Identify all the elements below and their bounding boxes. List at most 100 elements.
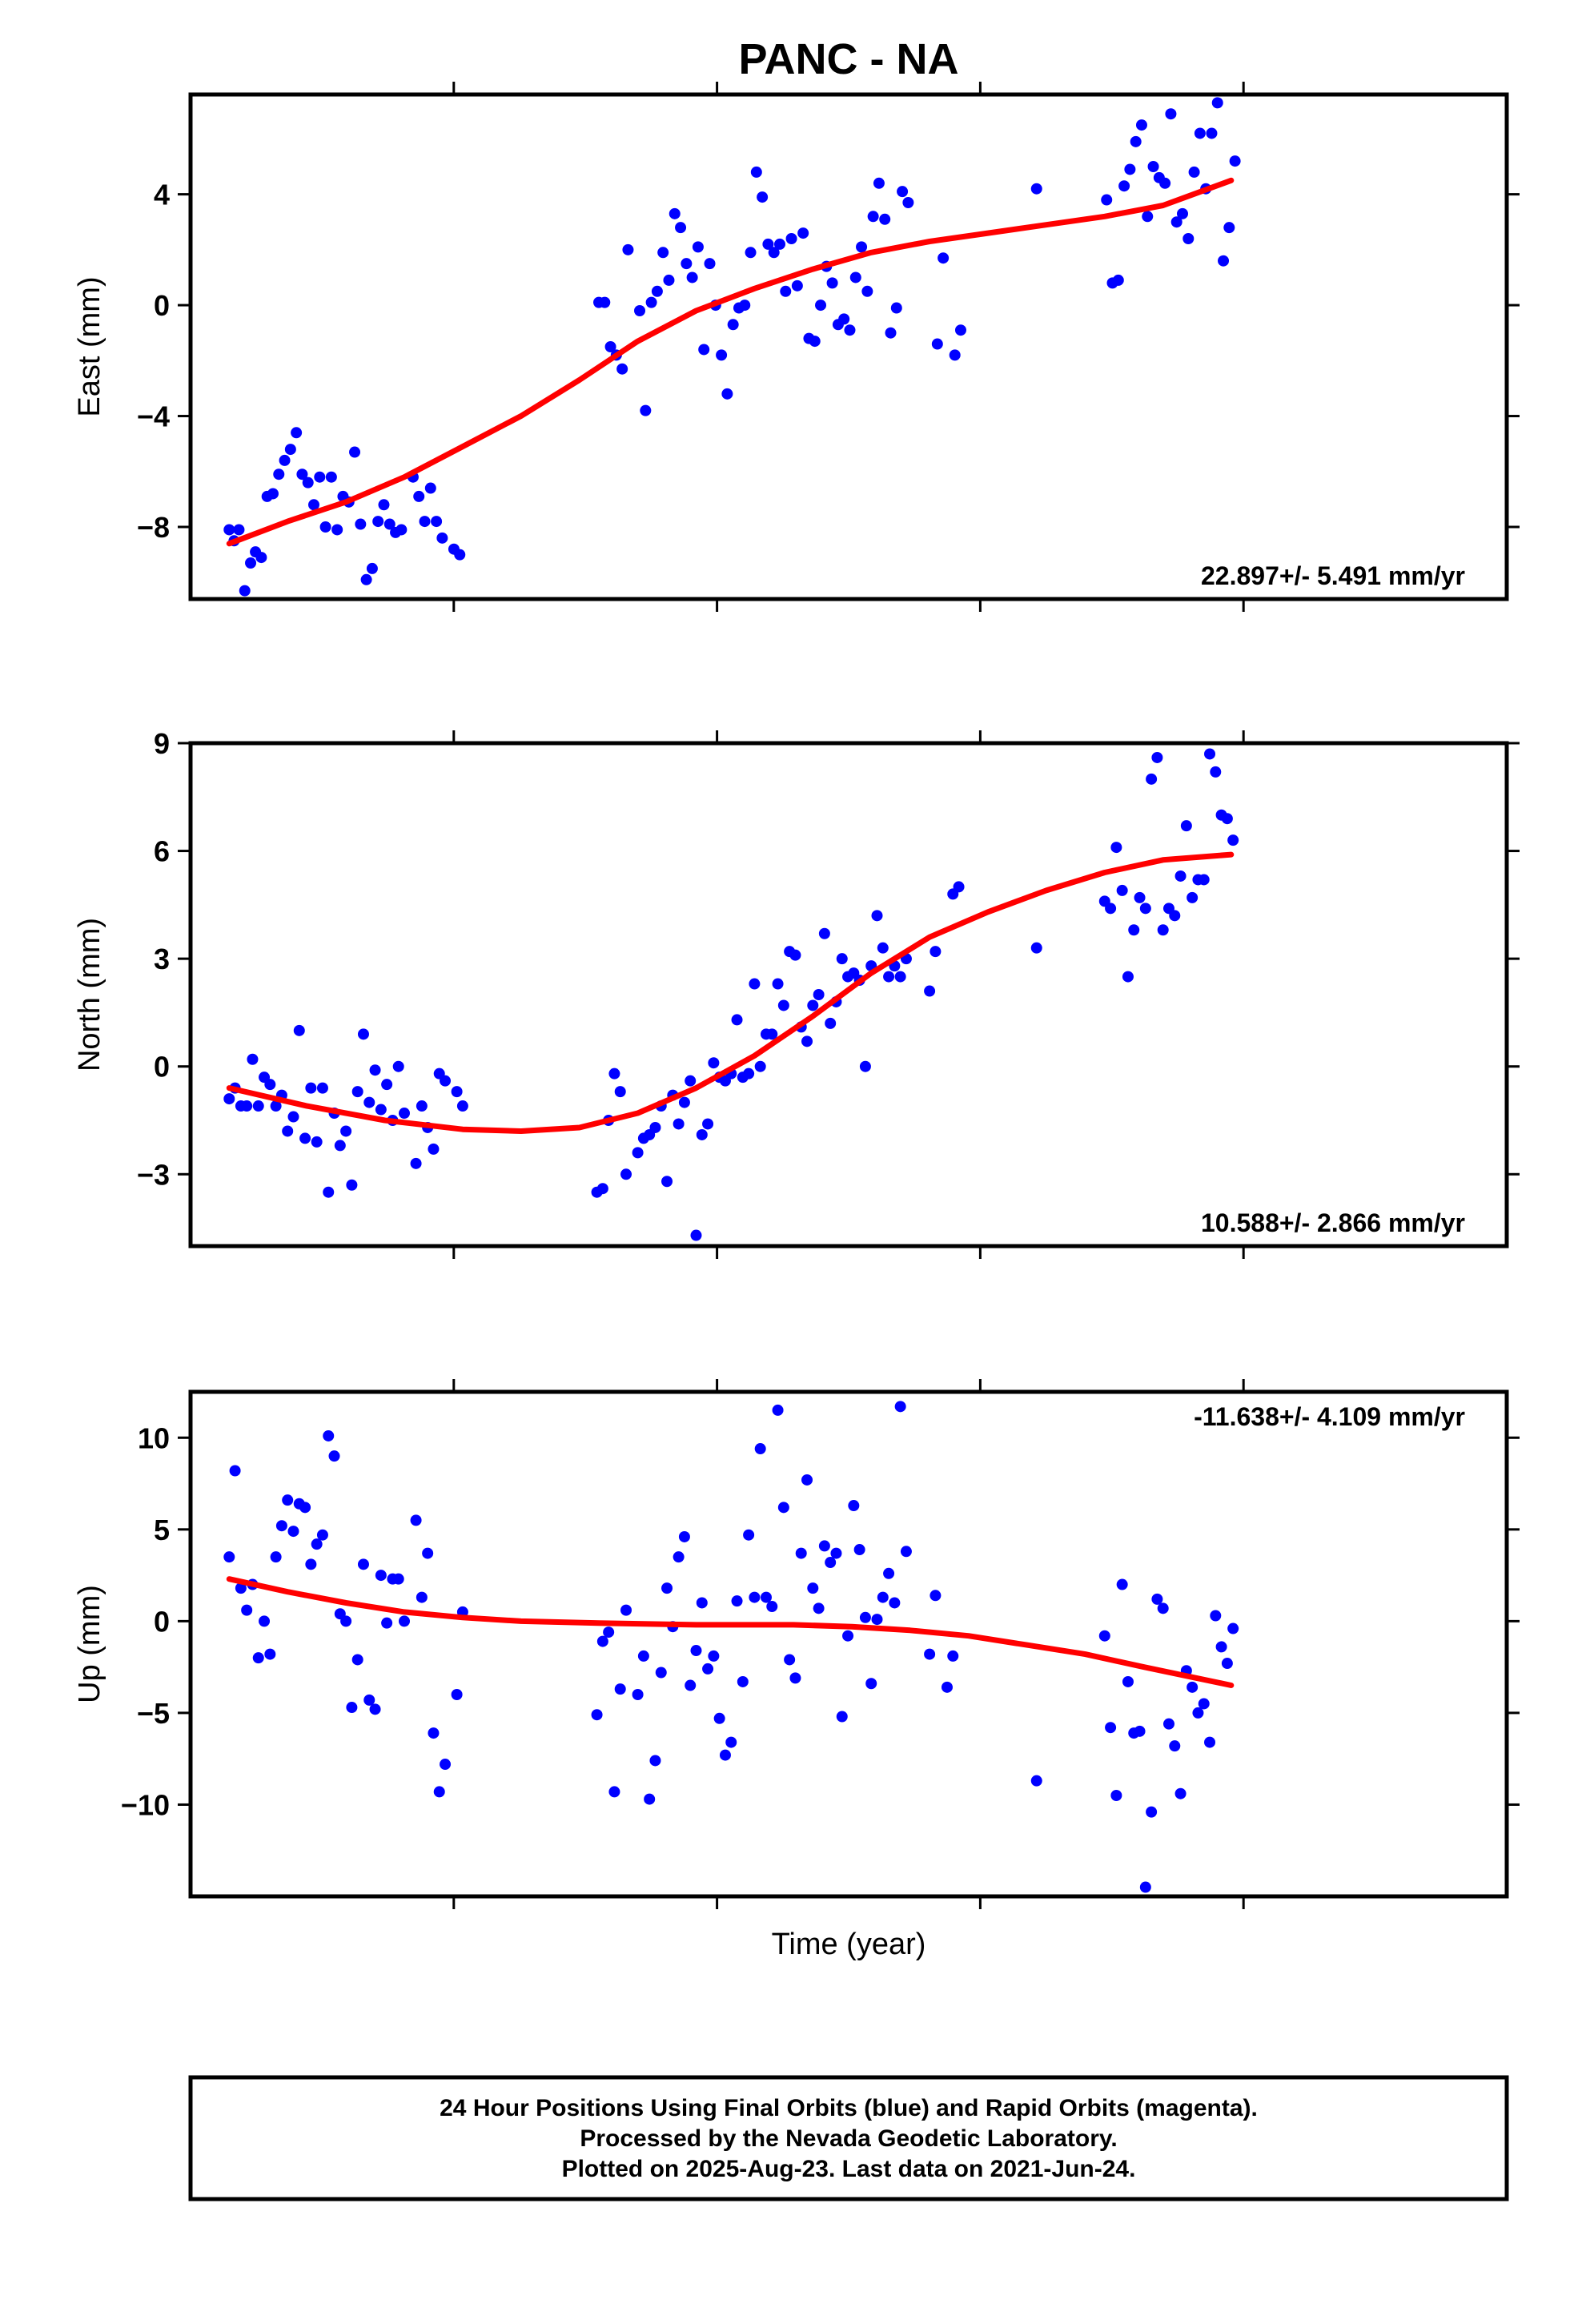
data-point [1186, 1681, 1199, 1693]
data-point [1186, 891, 1199, 903]
data-point [1188, 166, 1200, 178]
data-point [608, 1068, 620, 1080]
data-point [1174, 1787, 1186, 1799]
y-tick-label: 0 [154, 1051, 170, 1084]
data-point [1159, 177, 1171, 189]
y-tick-label: −8 [137, 511, 170, 544]
data-point [634, 305, 646, 316]
data-point [645, 296, 657, 308]
rate-label: 22.897+/- 5.491 mm/yr [1201, 561, 1465, 590]
data-point [431, 516, 443, 528]
data-point [737, 1675, 749, 1687]
data-point [1218, 255, 1230, 267]
data-point [749, 1591, 761, 1603]
data-point [690, 1229, 702, 1241]
data-point [1204, 1736, 1216, 1748]
data-point [883, 971, 895, 983]
panels: 4 0 −4 −8 East (mm) 22.897+/- 5.491 mm/yr 9 6 3 0… [73, 82, 1520, 1909]
y-axis-label: East (mm) [73, 276, 106, 416]
data-point [299, 1132, 311, 1144]
y-tick-label: 5 [154, 1514, 170, 1546]
data-point [308, 499, 320, 511]
footer-box: 24 Hour Positions Using Final Orbits (bl… [188, 2075, 1509, 2201]
data-point [1206, 127, 1218, 139]
data-point [282, 1494, 294, 1506]
data-point [719, 1749, 731, 1761]
data-point [685, 1075, 697, 1087]
data-point [954, 324, 966, 336]
data-points [223, 1401, 1239, 1893]
data-point [632, 1147, 644, 1159]
data-point [451, 1086, 463, 1098]
data-point [867, 211, 879, 223]
data-point [1030, 1775, 1042, 1787]
data-point [716, 349, 728, 361]
data-point [766, 1028, 778, 1040]
data-point [902, 197, 914, 208]
data-point [859, 1611, 871, 1623]
data-point [813, 1602, 825, 1614]
data-point [807, 1582, 819, 1594]
data-point [930, 1590, 942, 1602]
data-point [1192, 1707, 1204, 1719]
data-point [675, 222, 687, 234]
data-point [1128, 924, 1140, 936]
data-point [861, 285, 873, 297]
y-tick-label: −3 [137, 1158, 170, 1191]
data-point [871, 910, 883, 922]
data-point [620, 1604, 632, 1616]
y-tick-label: −5 [137, 1697, 170, 1730]
y-tick-label: −10 [121, 1788, 170, 1821]
data-point [801, 1474, 813, 1486]
data-point [1142, 211, 1154, 223]
data-point [392, 1573, 404, 1585]
data-point [275, 1520, 287, 1532]
data-point [780, 285, 792, 297]
data-point [797, 227, 809, 239]
data-point [1146, 1806, 1158, 1818]
data-point [877, 1591, 889, 1603]
data-point [826, 277, 838, 289]
data-point [1030, 183, 1042, 195]
data-point [838, 313, 850, 325]
data-point [323, 1429, 335, 1441]
data-point [369, 1703, 381, 1715]
data-point [836, 1711, 848, 1723]
data-point [1157, 924, 1169, 936]
data-point [953, 881, 965, 893]
fit-curve [226, 177, 1235, 547]
data-point [745, 247, 757, 259]
data-point [1122, 971, 1134, 983]
data-point [1110, 842, 1122, 854]
data-point [1180, 820, 1192, 832]
data-point [818, 1540, 830, 1552]
data-point [773, 238, 785, 250]
data-point [223, 1551, 235, 1563]
data-point [637, 1650, 649, 1662]
data-point [1169, 910, 1181, 922]
data-point [311, 1136, 323, 1148]
data-point [252, 1100, 264, 1112]
data-point [305, 1558, 317, 1570]
data-point [754, 1060, 766, 1072]
data-point [378, 499, 390, 511]
data-point [291, 427, 303, 439]
data-point [702, 1118, 714, 1130]
data-point [436, 532, 448, 544]
data-point [366, 562, 378, 574]
data-point [686, 271, 698, 283]
data-point [1210, 1610, 1222, 1622]
data-point [657, 247, 669, 259]
data-point [1151, 1593, 1163, 1605]
data-point [375, 1570, 387, 1582]
data-point [604, 341, 616, 352]
data-point [1030, 942, 1042, 954]
data-point [424, 482, 436, 494]
rate-label: -11.638+/- 4.109 mm/yr [1194, 1402, 1465, 1431]
data-point [245, 557, 257, 569]
data-point [651, 285, 663, 297]
data-point [1170, 216, 1182, 228]
data-point [757, 191, 769, 203]
data-point [357, 1558, 369, 1570]
